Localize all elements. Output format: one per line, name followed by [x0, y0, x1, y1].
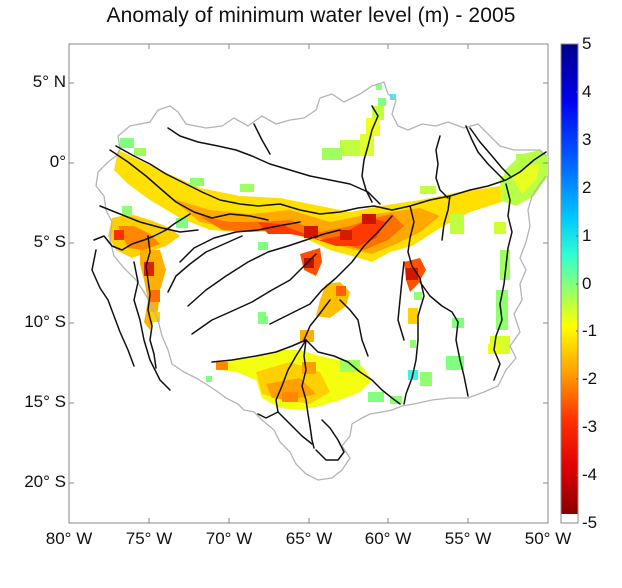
river-xingu — [493, 183, 513, 381]
y-tick-label: 5° N — [32, 72, 66, 91]
river-guapore — [305, 339, 401, 405]
x-tick-label: 80° W — [45, 529, 93, 548]
river-amazon-main — [115, 145, 547, 215]
x-tick-label: 55° W — [444, 529, 492, 548]
river-network — [91, 105, 547, 461]
river-trombetas — [435, 135, 449, 199]
colorbar-tick-label: 5 — [582, 34, 592, 53]
river-branco — [361, 105, 379, 203]
river-napo — [109, 149, 269, 221]
river-negro — [167, 127, 381, 205]
y-axis-ticks — [69, 82, 548, 484]
river-beni — [211, 339, 307, 363]
chart-title: Anomaly of minimum water level (m) - 200… — [106, 4, 516, 27]
river-jari-2 — [469, 127, 511, 177]
river-purus — [187, 229, 341, 307]
river-madeira — [269, 215, 393, 325]
x-tick-label: 50° W — [524, 529, 572, 548]
basin-boundary — [95, 81, 547, 481]
x-axis-ticks — [148, 44, 469, 523]
y-tick-label: 5° S — [33, 232, 66, 251]
x-tick-label: 70° W — [205, 529, 253, 548]
river-western-2 — [91, 249, 135, 367]
y-tick-label: 15° S — [24, 392, 66, 411]
river-western-1 — [93, 213, 191, 251]
y-tick-label: 20° S — [24, 472, 66, 491]
river-jari — [465, 125, 505, 181]
river-mamore-2 — [275, 339, 307, 413]
colorbar-tick-label: -5 — [582, 513, 598, 532]
y-tick-label: 10° S — [24, 312, 66, 331]
river-tapajos — [403, 205, 425, 405]
anomaly-amazon-mouth — [500, 150, 548, 206]
colorbar-tick-label: 4 — [582, 82, 592, 101]
river-east — [441, 195, 451, 241]
river-jurua-2 — [167, 235, 243, 293]
river-western-3 — [133, 261, 171, 391]
anomaly-madeira — [300, 282, 350, 342]
anomaly-layer — [108, 84, 548, 410]
colorbar-tick-label: -2 — [582, 369, 598, 388]
river-maranon — [99, 205, 199, 233]
river-jurua — [179, 221, 301, 263]
colorbar-tick-label: 0 — [582, 274, 592, 293]
river-tapajos-2 — [397, 261, 405, 341]
colorbar-tick-label: 2 — [582, 178, 592, 197]
x-tick-label: 75° W — [125, 529, 173, 548]
river-purus-2 — [191, 253, 317, 335]
river-ucayali — [145, 235, 157, 369]
x-tick-label: 65° W — [285, 529, 333, 548]
x-tick-label: 60° W — [364, 529, 412, 548]
river-south-3 — [315, 419, 345, 461]
plot-frame — [68, 43, 549, 524]
river-madeira-trib — [339, 299, 369, 357]
colorbar-tick-label: 1 — [582, 226, 592, 245]
river-south-1 — [257, 411, 279, 419]
colorbar — [560, 43, 579, 524]
colorbar-tick-label: -3 — [582, 417, 598, 436]
colorbar-tick-label: -4 — [582, 465, 598, 484]
river-south-4 — [309, 425, 315, 449]
colorbar-tick-label: -1 — [582, 321, 598, 340]
anomaly-beni-mamore — [206, 312, 402, 410]
river-madeira-upper — [303, 299, 331, 341]
y-tick-label: 0° — [49, 152, 66, 171]
river-negro-2 — [253, 123, 271, 155]
anomaly-main-corridor — [114, 138, 546, 262]
colorbar-tick-label: 3 — [582, 130, 592, 149]
river-tapajos-3 — [419, 281, 469, 397]
river-mamore — [301, 339, 311, 427]
river-south-2 — [277, 411, 313, 445]
